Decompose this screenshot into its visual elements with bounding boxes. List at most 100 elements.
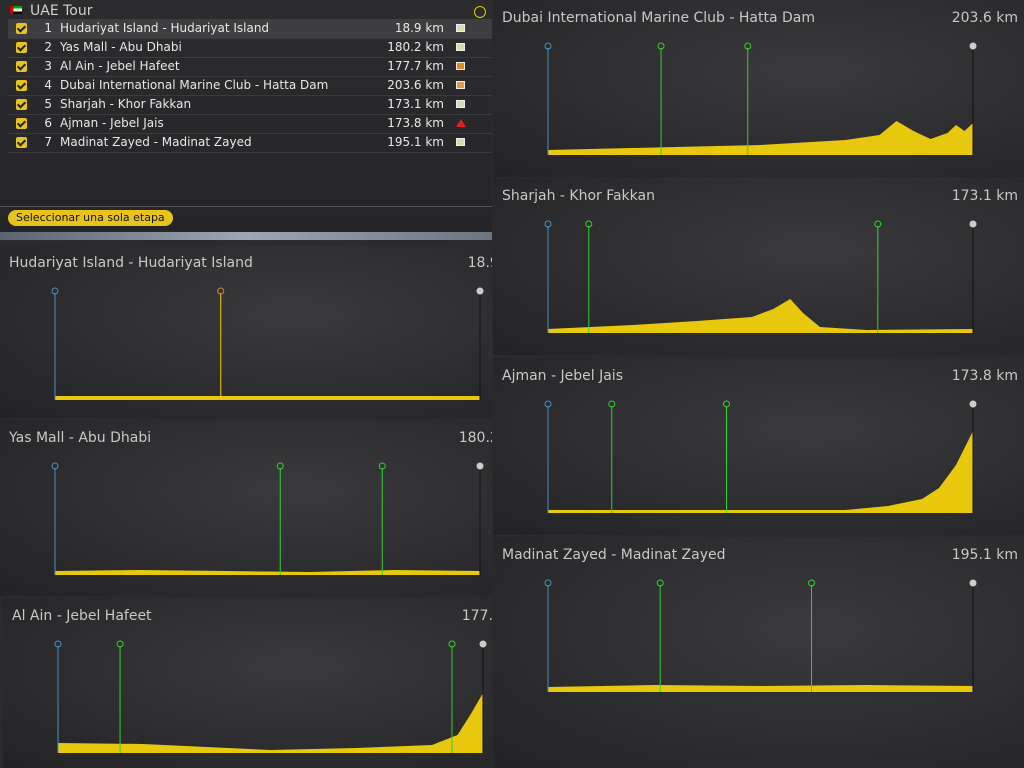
profile-title: Hudariyat Island - Hudariyat Island [9,255,253,271]
checkbox[interactable] [16,99,27,110]
stage-distance: 18.9 km [394,21,444,35]
profile-title: Madinat Zayed - Madinat Zayed [502,547,726,563]
sprint-marker [744,42,752,50]
stage-number: 7 [44,135,52,149]
profile-title: Ajman - Jebel Jais [502,368,623,384]
sprint-marker [808,579,815,587]
checkbox[interactable] [16,42,27,53]
sprint-marker [656,579,664,587]
profile-distance: 173.1 km [952,188,1018,204]
profile-icon [456,100,465,108]
profile-title: Al Ain - Jebel Hafeet [12,608,152,624]
stage-number: 2 [44,40,52,54]
stage-distance: 195.1 km [387,135,444,149]
stage-row[interactable]: 2 Yas Mall - Abu Dhabi 180.2 km [8,38,492,58]
profile-distance: 18.9 km [468,255,492,271]
stage-name: Hudariyat Island - Hudariyat Island [60,21,270,35]
profile-panel: Ajman - Jebel Jais 173.8 km [493,358,1024,535]
elevation-profile [58,693,483,753]
info-icon[interactable] [474,6,486,18]
sprint-marker [657,42,665,50]
elevation-profile [548,121,973,155]
profile-distance: 180.2 km [459,430,492,446]
stage-distance: 180.2 km [387,40,444,54]
profile-chart: Sharjah - Khor Fakkan 173.1 km [502,188,1018,333]
separator [0,206,492,207]
elevation-profile [548,685,973,692]
stage-name: Dubai International Marine Club - Hatta … [60,78,329,92]
start-marker [51,462,59,470]
flag-icon [10,6,22,14]
profile-panel: Yas Mall - Abu Dhabi 180.2 km [0,420,492,596]
elevation-profile [55,396,480,400]
profile-distance: 177.7 km [462,608,492,624]
profile-title: Dubai International Marine Club - Hatta … [502,10,815,26]
finish-marker [476,462,484,470]
checkbox[interactable] [16,118,27,129]
stage-distance: 203.6 km [387,78,444,92]
stage-distance: 173.1 km [387,97,444,111]
stage-row[interactable]: 1 Hudariyat Island - Hudariyat Island 18.9… [8,19,492,39]
profile-icon [456,81,465,89]
divider-band [0,232,492,240]
stage-number: 6 [44,116,52,130]
profile-chart: Madinat Zayed - Madinat Zayed 195.1 km [502,547,1018,692]
stage-number: 4 [44,78,52,92]
stage-row[interactable]: 4 Dubai International Marine Club - Hatta… [8,76,492,96]
stage-name: Ajman - Jebel Jais [60,116,164,130]
sprint-marker [116,640,124,648]
profile-chart: Hudariyat Island - Hudariyat Island 18.9 … [9,255,492,400]
finish-marker [969,42,977,50]
sprint-marker [585,220,593,228]
start-marker [544,579,552,587]
stage-row[interactable]: 7 Madinat Zayed - Madinat Zayed 195.1 km [8,133,492,153]
profile-distance: 203.6 km [952,10,1018,26]
stage-distance: 173.8 km [387,116,444,130]
race-title: UAE Tour [30,3,93,19]
stage-name: Yas Mall - Abu Dhabi [60,40,182,54]
profile-icon [456,43,465,51]
finish-marker [969,400,977,408]
profile-panel: Madinat Zayed - Madinat Zayed 195.1 km [493,537,1024,768]
finish-marker [969,579,977,587]
start-marker [544,42,552,50]
profile-icon [456,24,465,32]
profile-distance: 195.1 km [952,547,1018,563]
sprint-marker [276,462,284,470]
finish-marker [479,640,487,648]
profile-panel: Dubai International Marine Club - Hatta … [493,0,1024,177]
checkbox[interactable] [16,61,27,72]
finish-marker [476,287,484,295]
stage-distance: 177.7 km [387,59,444,73]
stage-row[interactable]: 6 Ajman - Jebel Jais 173.8 km [8,114,492,134]
profile-title: Sharjah - Khor Fakkan [502,188,655,204]
stage-number: 5 [44,97,52,111]
stage-list: UAE Tour 1 Hudariyat Island - Hudariyat I… [0,0,492,232]
elevation-profile [548,299,973,333]
checkbox[interactable] [16,23,27,34]
profile-chart: Ajman - Jebel Jais 173.8 km [502,368,1018,513]
profile-chart: Dubai International Marine Club - Hatta … [502,10,1018,155]
profile-chart: Al Ain - Jebel Hafeet 177.7 km [12,608,492,753]
stage-name: Al Ain - Jebel Hafeet [60,59,180,73]
checkbox[interactable] [16,137,27,148]
elevation-profile [548,431,973,513]
select-single-stage-button[interactable]: Seleccionar una sola etapa [8,210,173,226]
sprint-marker [217,287,225,295]
profile-icon [456,138,465,146]
stage-name: Madinat Zayed - Madinat Zayed [60,135,252,149]
stage-row[interactable]: 5 Sharjah - Khor Fakkan 173.1 km [8,95,492,115]
finish-marker [969,220,977,228]
sprint-marker [874,220,882,228]
sprint-marker [608,400,616,408]
stage-number: 3 [44,59,52,73]
profile-panel: Al Ain - Jebel Hafeet 177.7 km [3,598,492,768]
profile-icon [456,119,466,127]
checkbox[interactable] [16,80,27,91]
sprint-marker [378,462,386,470]
stage-row[interactable]: 3 Al Ain - Jebel Hafeet 177.7 km [8,57,492,77]
stage-number: 1 [44,21,52,35]
start-marker [544,220,552,228]
start-marker [544,400,552,408]
